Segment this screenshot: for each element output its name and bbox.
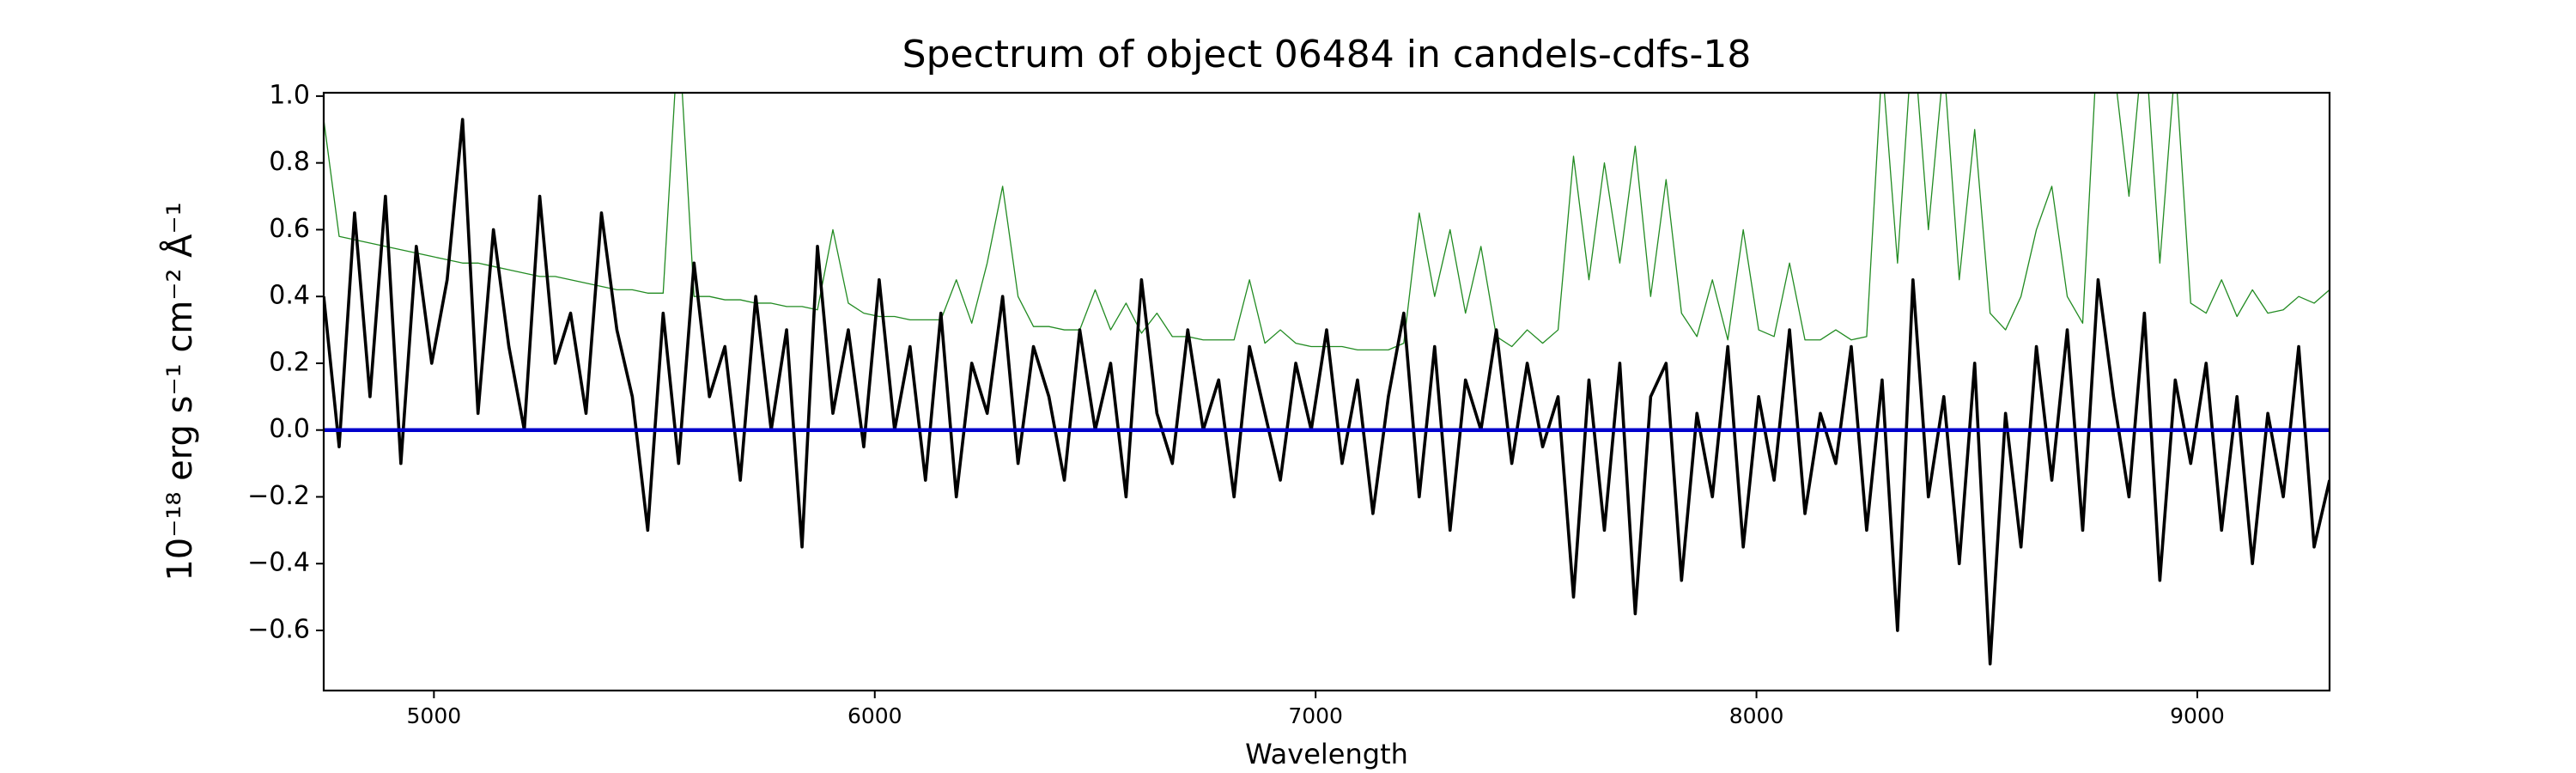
x-tick-label: 7000 — [1288, 703, 1343, 728]
x-tick-label: 9000 — [2170, 703, 2225, 728]
x-tick-label: 8000 — [1729, 703, 1784, 728]
plot-frame — [322, 91, 2331, 692]
y-tick-label: 0.2 — [269, 347, 310, 377]
y-tick-label: 0.6 — [269, 214, 310, 244]
y-axis-label: 10⁻¹⁸ erg s⁻¹ cm⁻² Å⁻¹ — [159, 202, 200, 581]
x-axis-label: Wavelength — [1245, 738, 1408, 770]
x-tick-label: 6000 — [848, 703, 902, 728]
y-tick-label: 1.0 — [269, 80, 310, 110]
y-tick-label: 0.8 — [269, 147, 310, 177]
x-tick-label: 5000 — [407, 703, 462, 728]
y-tick-label: 0.4 — [269, 281, 310, 311]
plot-area — [324, 93, 2330, 666]
spectrum-line — [324, 118, 2330, 666]
y-tick-label: −0.2 — [247, 481, 310, 511]
y-tick-label: −0.4 — [247, 548, 310, 578]
y-tick-label: 0.0 — [269, 414, 310, 444]
chart-title: Spectrum of object 06484 in candels-cdfs… — [902, 33, 1752, 76]
spectrum-line — [324, 93, 2330, 351]
y-tick-label: −0.6 — [247, 615, 310, 645]
